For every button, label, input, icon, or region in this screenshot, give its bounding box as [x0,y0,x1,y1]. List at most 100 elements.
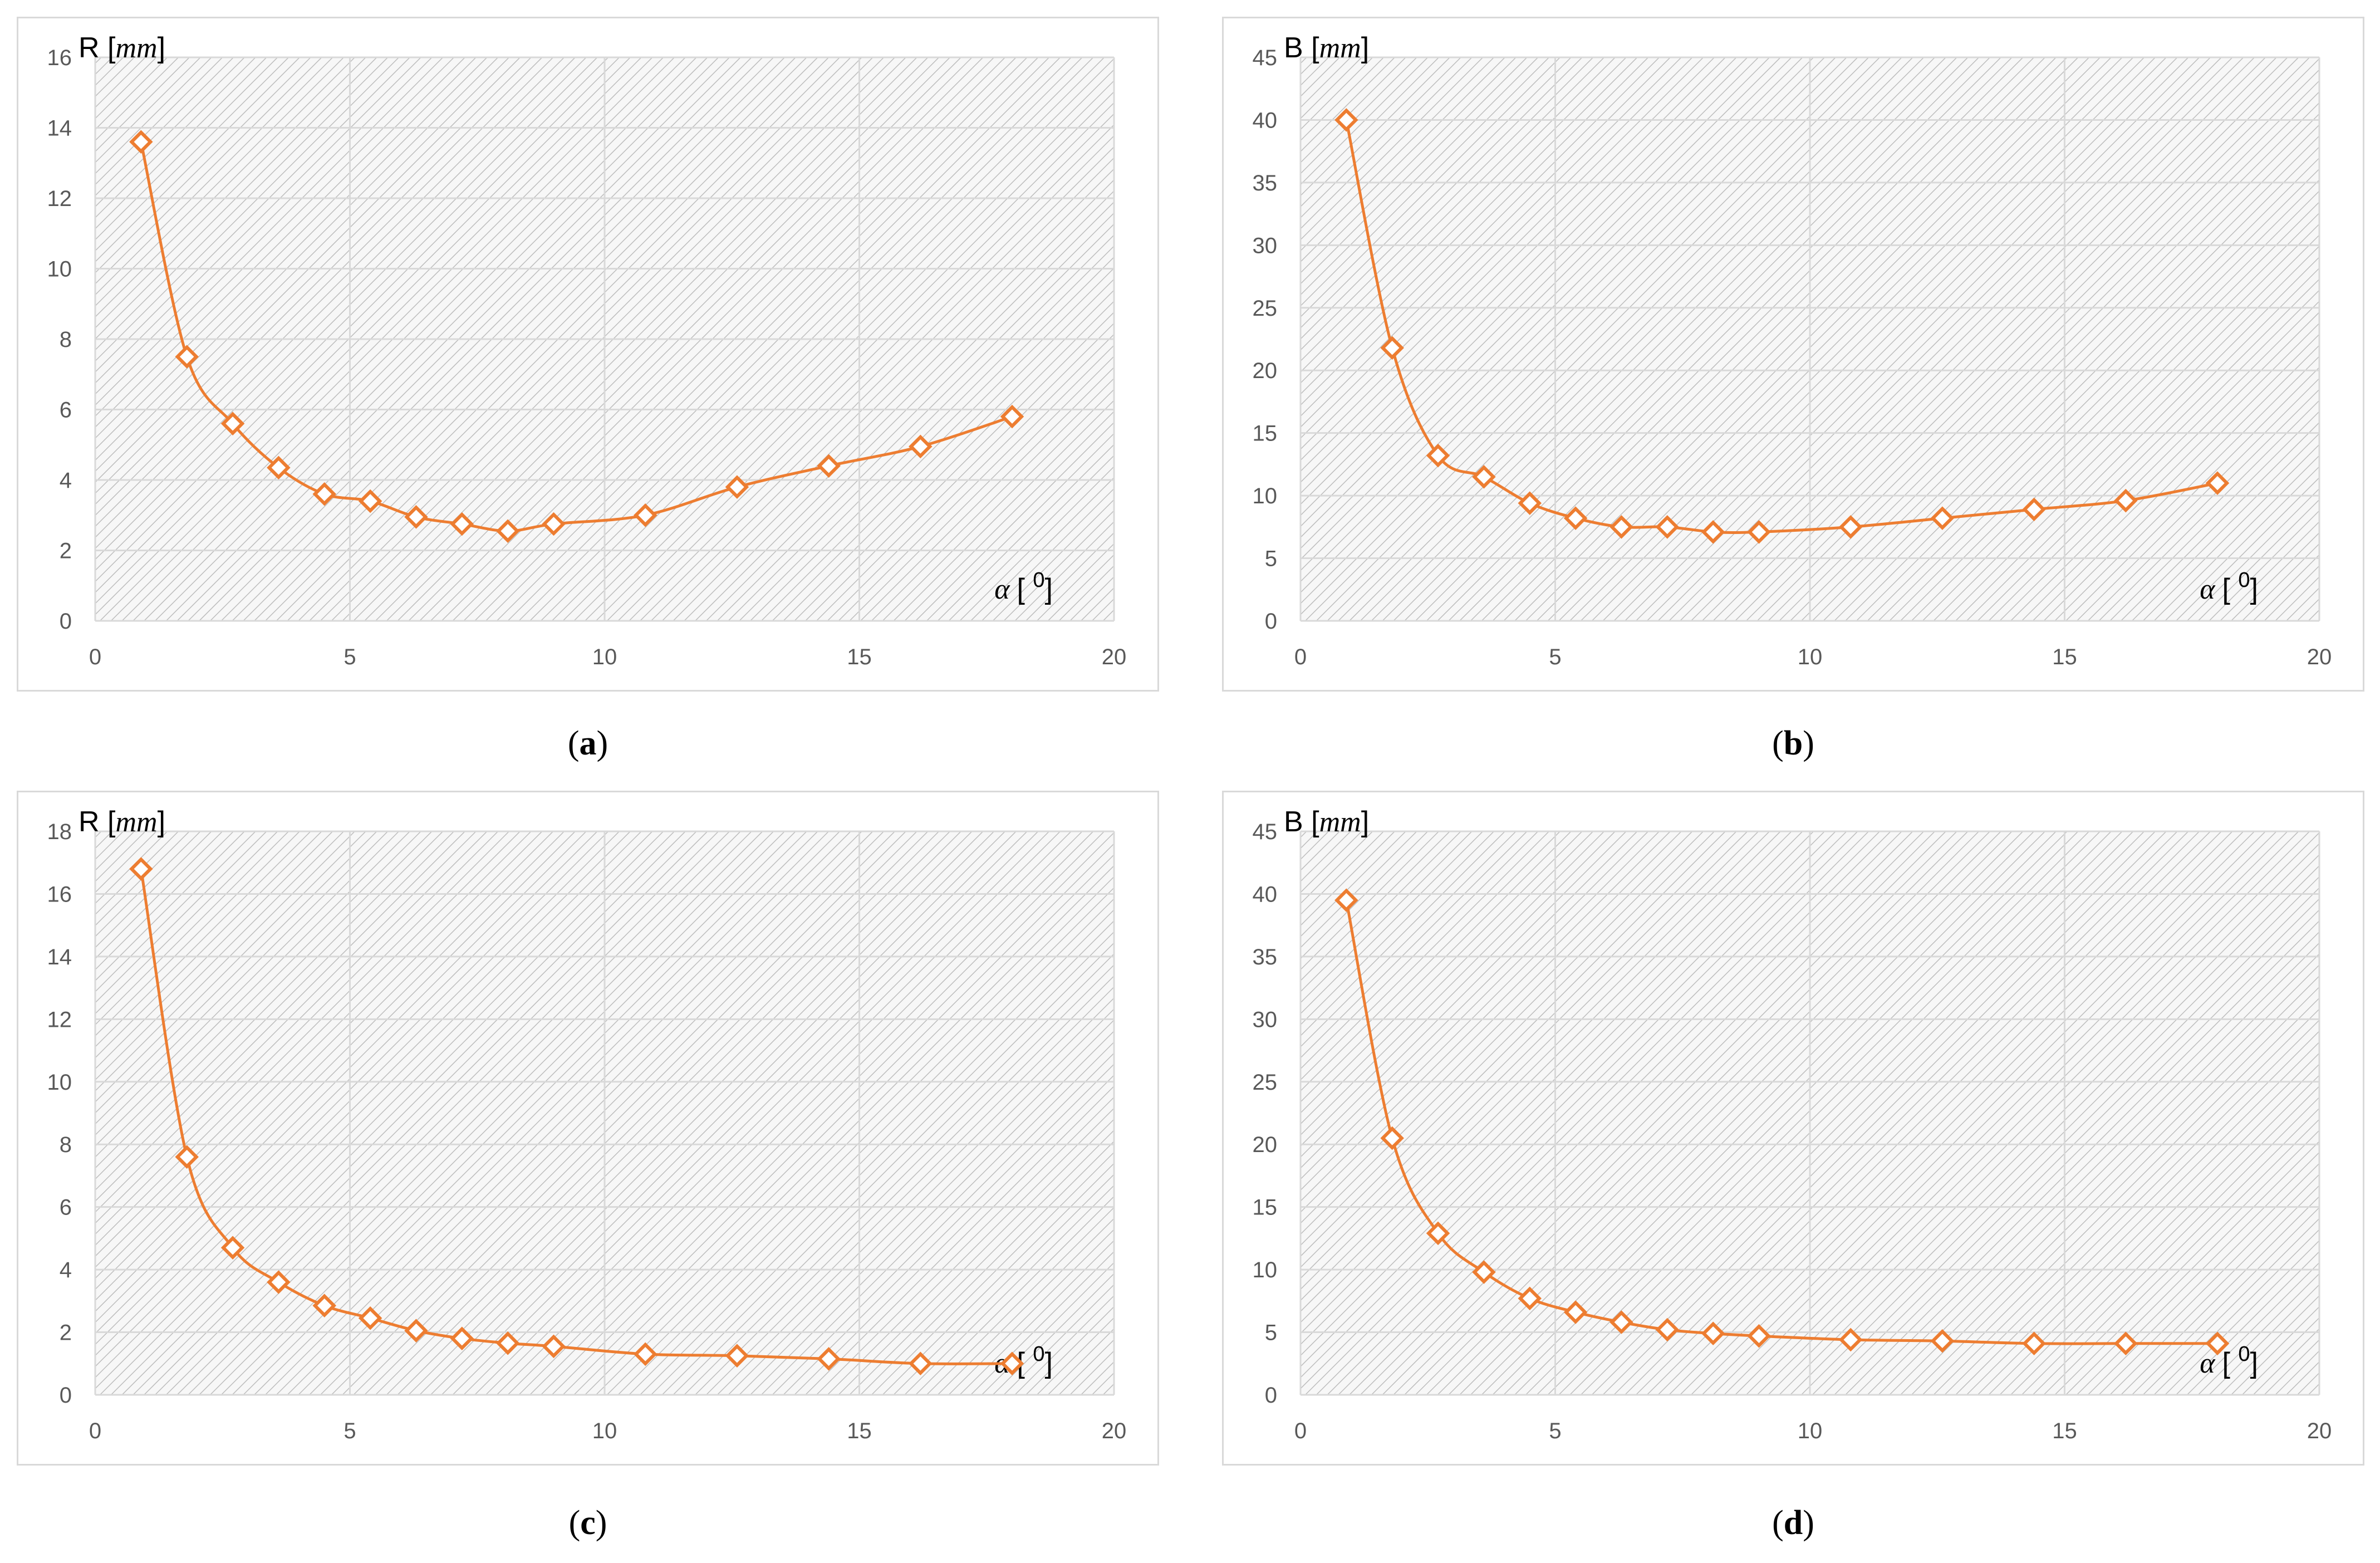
y-tick-label: 18 [47,820,72,844]
chart-panel-a: 0 2 4 6 8 10 12 14 16 0 5 10 15 20 R [mm] α [ 0] [17,17,1159,692]
data-point-d-2 [1426,1221,1450,1246]
caption-c-label: c [580,1504,596,1542]
data-point-b-14 [2205,471,2230,495]
data-point-b-4 [1518,491,1542,515]
y-tick-label: 35 [1253,945,1278,969]
y-tick-label: 20 [1253,1133,1278,1157]
x-tick-label: 5 [343,1419,356,1443]
data-point-c-12 [817,1347,841,1371]
caption-b-label: b [1783,724,1803,762]
y-tick-label: 0 [1265,1383,1277,1408]
x-tick-label: 0 [1294,645,1307,669]
data-point-c-10 [633,1342,657,1366]
data-point-d-13 [2114,1331,2138,1356]
data-point-a-9 [542,512,566,536]
chart-panel-b: 0 5 10 15 20 25 30 35 40 45 0 5 10 15 20 B [mm] α [ 0] [1222,17,2364,692]
data-point-a-10 [633,503,657,527]
y-tick-label: 2 [60,1321,72,1345]
data-point-a-11 [725,475,749,499]
y-tick-label: 10 [47,257,72,282]
x-tick-label: 20 [2307,645,2332,669]
data-point-c-8 [495,1331,520,1355]
data-point-a-13 [909,434,933,459]
data-point-b-2 [1426,443,1450,468]
data-point-a-1 [175,345,199,369]
y-tick-label: 10 [47,1070,72,1095]
x-tick-label: 0 [1294,1419,1307,1443]
data-point-a-7 [450,512,474,536]
x-axis-label: α [ 0] [2200,569,2258,605]
y-tick-label: 5 [1265,547,1277,571]
data-point-b-6 [1609,515,1633,539]
data-point-c-6 [404,1319,428,1342]
data-point-d-11 [1930,1329,1955,1353]
chart-d-plot: 0 5 10 15 20 25 30 35 40 45 0 5 10 15 20 B [mm] α [ 0] [1253,806,2332,1443]
y-tick-label: 6 [60,398,72,423]
x-axis-variable: α [994,574,1017,605]
y-axis-variable: R [78,806,107,838]
data-point-d-8 [1701,1321,1725,1346]
y-tick-label: 40 [1253,108,1278,133]
y-tick-label: 16 [47,46,72,70]
y-tick-label: 2 [60,539,72,564]
data-point-b-8 [1701,520,1725,544]
x-tick-label: 0 [89,1419,101,1443]
data-point-a-5 [358,489,382,513]
data-point-d-4 [1518,1286,1542,1311]
data-point-d-14 [2205,1331,2230,1356]
data-point-b-1 [1380,336,1404,360]
data-point-a-6 [404,505,428,529]
data-point-b-5 [1563,506,1588,530]
data-point-c-14 [1000,1351,1024,1376]
data-point-a-3 [267,455,291,480]
y-tick-label: 40 [1253,882,1278,907]
data-point-a-12 [817,454,841,478]
x-tick-label: 20 [2307,1419,2332,1443]
data-point-d-9 [1747,1324,1771,1348]
y-axis-variable: R [78,32,107,64]
data-point-c-1 [175,1145,199,1169]
chart-panel-d: 0 5 10 15 20 25 30 35 40 45 0 5 10 15 20 B [mm] α [ 0] [1222,791,2364,1466]
y-tick-label: 30 [1253,1007,1278,1032]
data-point-b-3 [1472,465,1496,489]
y-axis-unit: mm [115,32,157,64]
x-axis-unit: 0 [2238,1342,2250,1366]
data-point-a-2 [220,411,245,436]
y-tick-label: 45 [1253,46,1278,70]
caption-d: (d) [1772,1504,1814,1542]
x-tick-label: 0 [89,645,101,669]
caption-a-label: a [579,724,597,762]
data-point-c-0 [129,857,153,881]
y-tick-label: 6 [60,1195,72,1220]
x-tick-label: 10 [1798,1419,1823,1443]
x-axis-unit: 0 [1033,1342,1044,1366]
x-axis-label: α [ 0] [994,569,1053,605]
x-tick-label: 10 [1798,645,1823,669]
y-tick-label: 10 [1253,1258,1278,1282]
data-point-c-13 [909,1351,933,1376]
y-tick-label: 4 [60,1258,72,1282]
x-tick-label: 20 [1102,645,1127,669]
y-tick-label: 0 [60,1383,72,1408]
y-tick-label: 8 [60,1133,72,1157]
y-axis-variable: B [1284,806,1311,838]
x-axis-variable: α [2200,574,2222,605]
data-point-d-5 [1563,1300,1588,1324]
y-tick-label: 15 [1253,1195,1278,1220]
x-tick-label: 15 [847,1419,872,1443]
caption-b: (b) [1772,724,1814,762]
caption-a: (a) [567,724,609,762]
x-tick-label: 15 [2052,1419,2077,1443]
data-point-a-8 [495,519,520,543]
y-axis-label: R [mm] [78,806,165,838]
data-point-c-2 [220,1236,245,1260]
data-point-d-6 [1609,1310,1633,1334]
y-axis-label: B [mm] [1284,806,1369,838]
caption-c: (c) [568,1504,607,1542]
x-tick-label: 15 [2052,645,2077,669]
x-tick-label: 5 [343,645,356,669]
x-tick-label: 20 [1102,1419,1127,1443]
y-tick-label: 5 [1265,1321,1277,1345]
